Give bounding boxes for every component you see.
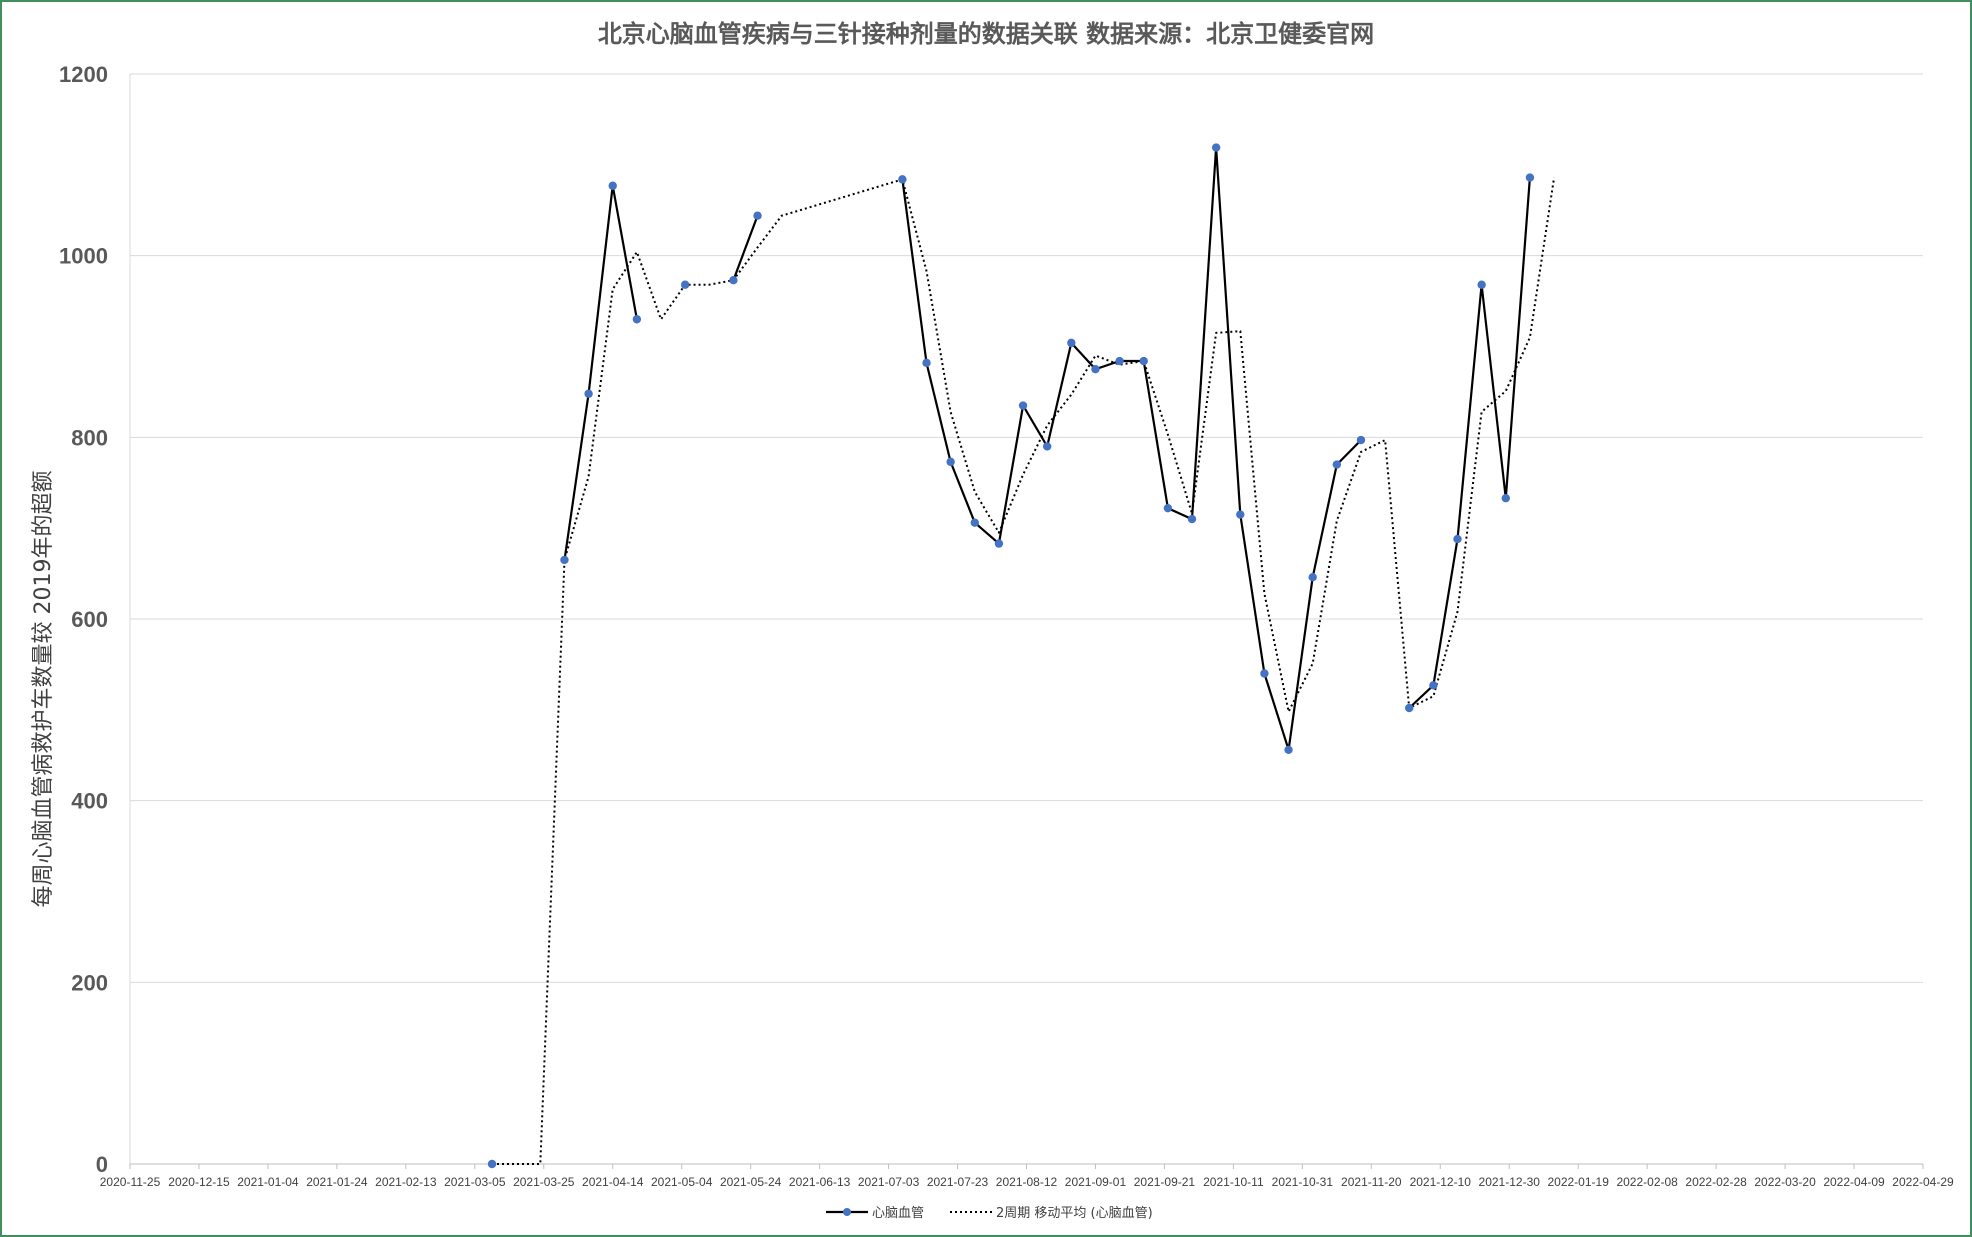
series-markers: [487, 143, 1535, 1169]
x-tick-2021-03-05: 2021-03-05: [444, 1175, 506, 1189]
x-tick-2020-12-15: 2020-12-15: [168, 1175, 230, 1189]
x-tick-2021-10-31: 2021-10-31: [1272, 1175, 1334, 1189]
legend: 心脑血管 2周期 移动平均 (心脑血管): [826, 1206, 1153, 1221]
y-tick-1000: 1000: [59, 244, 108, 269]
data-point: [1163, 503, 1173, 513]
data-point: [1067, 338, 1076, 348]
y-tick-200: 200: [71, 970, 108, 995]
data-point: [1284, 745, 1293, 754]
axes: [129, 74, 1924, 1169]
chart-title: 北京心脑血管疾病与三针接种剂量的数据关联 数据来源：北京卫健委官网: [597, 20, 1375, 48]
data-point: [1429, 681, 1438, 690]
data-point: [922, 358, 931, 368]
x-tick-2021-01-24: 2021-01-24: [306, 1175, 368, 1189]
gridlines: [130, 73, 1923, 983]
legend-label-series-2: 2周期 移动平均 (心脑血管): [996, 1206, 1153, 1221]
data-point: [1332, 460, 1342, 469]
x-tick-2021-11-20: 2021-11-20: [1341, 1175, 1402, 1189]
data-point: [1405, 703, 1414, 713]
x-tick-2021-09-21: 2021-09-21: [1134, 1175, 1196, 1189]
data-point: [1018, 401, 1028, 410]
data-point: [608, 181, 617, 190]
series-lines: [492, 146, 1556, 1165]
x-tick-2022-02-08: 2022-02-08: [1616, 1175, 1678, 1189]
x-tick-2021-06-13: 2021-06-13: [789, 1175, 851, 1189]
x-tick-2021-08-12: 2021-08-12: [996, 1175, 1058, 1189]
data-point: [1187, 514, 1197, 524]
x-tick-2020-11-25: 2020-11-25: [100, 1175, 161, 1189]
data-point: [970, 518, 979, 527]
x-tick-2022-02-28: 2022-02-28: [1685, 1175, 1747, 1189]
x-tick-2021-07-03: 2021-07-03: [858, 1175, 920, 1189]
data-point: [1211, 143, 1221, 152]
x-tick-2021-03-25: 2021-03-25: [513, 1175, 575, 1189]
x-tick-2022-04-09: 2022-04-09: [1823, 1175, 1885, 1189]
data-point: [1525, 173, 1535, 182]
x-tick-2021-12-30: 2021-12-30: [1479, 1175, 1541, 1189]
x-tick-2022-04-29: 2022-04-29: [1892, 1175, 1954, 1189]
data-point: [584, 389, 593, 398]
x-tick-2021-01-04: 2021-01-04: [237, 1175, 299, 1189]
data-point: [680, 280, 690, 289]
data-point: [994, 539, 1004, 548]
data-point: [632, 315, 642, 324]
data-point: [1236, 510, 1245, 519]
x-tick-2022-01-19: 2022-01-19: [1547, 1175, 1609, 1189]
data-point: [946, 457, 955, 467]
data-point: [1308, 573, 1317, 582]
y-tick-800: 800: [71, 425, 108, 450]
series-line-0: [732, 215, 759, 281]
data-point: [1356, 435, 1366, 445]
x-tick-2021-05-04: 2021-05-04: [651, 1175, 713, 1189]
legend-label-series-1: 心脑血管: [872, 1206, 924, 1221]
y-tick-600: 600: [71, 607, 108, 632]
data-point: [487, 1159, 497, 1169]
data-point: [1139, 356, 1148, 366]
x-tick-2021-02-13: 2021-02-13: [375, 1175, 437, 1189]
series-line-0: [1408, 177, 1531, 709]
data-point: [898, 175, 907, 184]
x-tick-2021-12-10: 2021-12-10: [1410, 1175, 1472, 1189]
data-point: [729, 275, 738, 285]
data-point: [1115, 356, 1124, 366]
legend-marker: [843, 1208, 851, 1216]
data-point: [753, 211, 762, 220]
x-tick-2022-03-20: 2022-03-20: [1754, 1175, 1816, 1189]
data-point: [1091, 365, 1100, 374]
series-line-1: [492, 177, 1556, 1165]
data-point: [1453, 534, 1462, 544]
y-tick-labels: 0 200 400 600 800 1000 1200: [59, 62, 108, 1177]
x-tick-2021-04-14: 2021-04-14: [582, 1175, 644, 1189]
data-point: [560, 555, 569, 565]
x-tick-labels: 2020-11-25 2020-12-15 2021-01-04 2021-01-24…: [100, 1175, 1954, 1189]
x-tick-2021-07-23: 2021-07-23: [927, 1175, 989, 1189]
series-line-0: [901, 146, 1362, 751]
y-tick-1200: 1200: [59, 62, 108, 87]
data-point: [1477, 280, 1486, 289]
series-line-0: [563, 184, 638, 561]
data-point: [1501, 493, 1510, 503]
data-point: [1260, 669, 1269, 678]
y-tick-400: 400: [71, 789, 108, 814]
data-point: [1042, 442, 1052, 451]
x-tick-2021-05-24: 2021-05-24: [720, 1175, 782, 1189]
x-tick-2021-09-01: 2021-09-01: [1065, 1175, 1127, 1189]
x-tick-2021-10-11: 2021-10-11: [1203, 1175, 1264, 1189]
y-tick-0: 0: [96, 1152, 108, 1177]
